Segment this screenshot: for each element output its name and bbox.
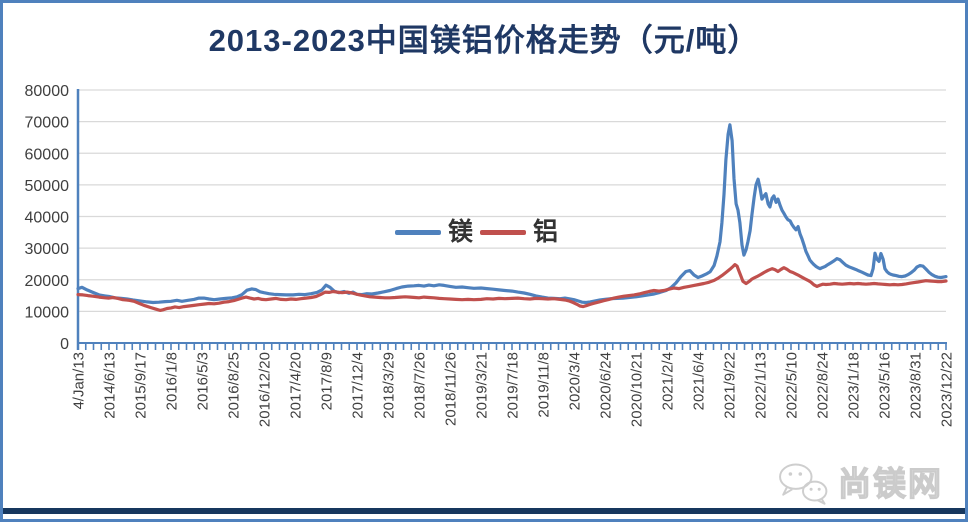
svg-text:2021/9/22: 2021/9/22 xyxy=(722,352,739,419)
svg-text:2019/7/18: 2019/7/18 xyxy=(505,352,522,419)
svg-text:2020/3/4: 2020/3/4 xyxy=(567,352,584,410)
svg-text:0: 0 xyxy=(60,336,69,353)
svg-text:2020/6/24: 2020/6/24 xyxy=(598,352,615,419)
svg-text:2018/7/26: 2018/7/26 xyxy=(412,352,429,419)
magnesium-legend-label: 镁 xyxy=(448,217,474,246)
watermark-text: 尚镁网 xyxy=(837,464,943,502)
svg-text:2021/2/4: 2021/2/4 xyxy=(660,352,677,410)
gridlines xyxy=(79,89,946,312)
wechat-icon xyxy=(779,463,828,505)
svg-text:2016/12/20: 2016/12/20 xyxy=(257,352,274,427)
price-trend-chart: 0 10000 20000 30000 40000 50000 60000 70000 8000… xyxy=(25,83,956,427)
svg-text:2023/8/31: 2023/8/31 xyxy=(908,352,925,419)
svg-text:60000: 60000 xyxy=(25,146,70,163)
aluminum-line xyxy=(76,263,948,312)
svg-text:2018/11/26: 2018/11/26 xyxy=(443,352,460,426)
svg-text:2019/3/21: 2019/3/21 xyxy=(474,352,491,419)
svg-text:2018/3/29: 2018/3/29 xyxy=(381,352,398,419)
svg-text:40000: 40000 xyxy=(25,210,70,227)
svg-text:2022/1/13: 2022/1/13 xyxy=(753,352,770,419)
axes xyxy=(76,89,947,350)
chart-legend: 镁 铝 xyxy=(395,217,558,247)
svg-text:2017/12/4: 2017/12/4 xyxy=(350,352,367,419)
svg-text:2023/5/16: 2023/5/16 xyxy=(877,352,894,419)
svg-text:2019/11/8: 2019/11/8 xyxy=(536,352,553,418)
svg-text:2022/8/24: 2022/8/24 xyxy=(815,352,832,419)
svg-text:2017/8/9: 2017/8/9 xyxy=(319,352,336,410)
svg-text:2023/1/18: 2023/1/18 xyxy=(846,352,863,419)
svg-text:50000: 50000 xyxy=(25,178,70,195)
watermark: 尚镁网 xyxy=(776,461,943,505)
svg-text:2022/5/10: 2022/5/10 xyxy=(784,352,801,419)
svg-text:2023/12/22: 2023/12/22 xyxy=(939,352,956,427)
x-axis-ticks xyxy=(77,344,947,350)
svg-text:2021/6/4: 2021/6/4 xyxy=(691,352,708,410)
svg-text:70000: 70000 xyxy=(25,115,70,132)
svg-text:10000: 10000 xyxy=(25,304,70,321)
magnesium-legend-swatch xyxy=(395,229,441,235)
svg-text:2016/8/25: 2016/8/25 xyxy=(226,352,243,419)
svg-text:2016/5/3: 2016/5/3 xyxy=(195,352,212,410)
y-axis-labels: 0 10000 20000 30000 40000 50000 60000 70000 8000… xyxy=(25,83,70,353)
svg-text:4/Jan/13: 4/Jan/13 xyxy=(71,352,88,410)
x-axis-labels: 4/Jan/13 2014/6/13 2015/9/17 2016/1/8 2016/5… xyxy=(71,352,956,427)
svg-text:80000: 80000 xyxy=(25,83,70,100)
chart-title: 2013-2023中国镁铝价格走势（元/吨） xyxy=(208,23,760,58)
svg-text:2014/6/13: 2014/6/13 xyxy=(102,352,119,419)
svg-text:2016/1/8: 2016/1/8 xyxy=(164,352,181,410)
svg-text:2015/9/17: 2015/9/17 xyxy=(133,352,150,419)
svg-text:20000: 20000 xyxy=(25,273,70,290)
svg-text:2020/10/21: 2020/10/21 xyxy=(629,352,646,427)
magnesium-line xyxy=(76,123,948,305)
bottom-accent-bar xyxy=(3,508,965,514)
svg-text:2017/4/20: 2017/4/20 xyxy=(288,352,305,419)
aluminum-legend-label: 铝 xyxy=(533,217,559,246)
svg-text:30000: 30000 xyxy=(25,241,70,258)
aluminum-legend-swatch xyxy=(480,229,527,235)
